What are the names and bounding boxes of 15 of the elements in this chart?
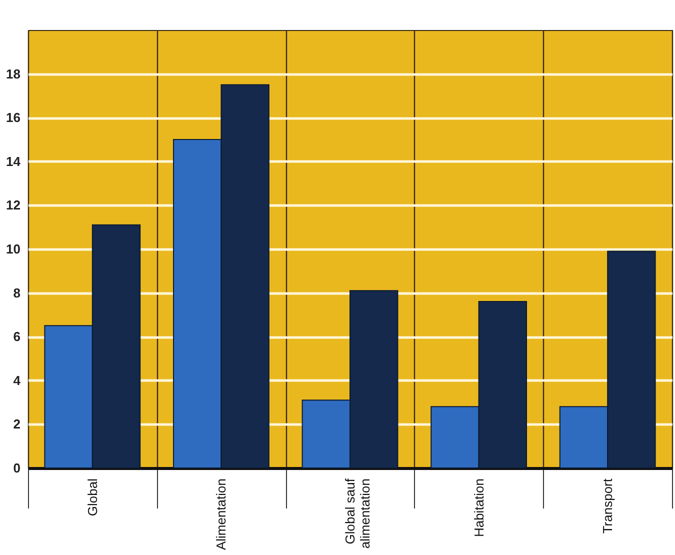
y-tick-label: 18 [6, 66, 20, 82]
y-tick-label: 0 [13, 460, 20, 476]
x-tick-label: Global [84, 478, 100, 516]
x-tick-label: Habitation [471, 478, 486, 538]
y-tick-label: 14 [6, 154, 22, 169]
x-tick-label: Global sauf alimentation [342, 478, 372, 549]
y-tick-label: 4 [13, 372, 22, 388]
y-tick-label: 12 [6, 198, 20, 213]
y-tick-label: 16 [6, 110, 20, 126]
y-tick-label: 8 [13, 285, 20, 300]
x-tick-label: Transport [600, 478, 616, 534]
y-tick-label: 10 [6, 242, 20, 256]
x-tick-label: Alimentation [214, 478, 229, 550]
y-tick-label: 2 [13, 416, 20, 432]
y-tick-label: 6 [13, 329, 20, 344]
